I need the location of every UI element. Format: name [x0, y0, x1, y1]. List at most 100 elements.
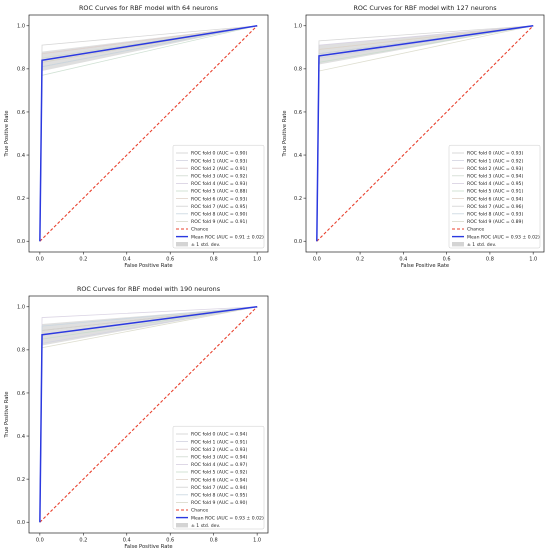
- roc-chart-190-svg: ROC Curves for RBF model with 190 neuron…: [4, 285, 269, 550]
- x-tick-label: 0.0: [313, 257, 321, 263]
- legend-entry: Mean ROC (AUC = 0.93 ± 0.02): [467, 234, 540, 240]
- legend-entry: Mean ROC (AUC = 0.91 ± 0.02): [191, 234, 264, 240]
- x-axis-label: False Positive Rate: [124, 263, 172, 269]
- legend-entry: ROC fold 1 (AUC = 0.93): [191, 158, 247, 164]
- y-tick-label: 1.0: [17, 305, 25, 311]
- x-tick-label: 0.8: [210, 538, 218, 544]
- mean-roc-line: [39, 306, 258, 523]
- mean-roc-line: [316, 25, 534, 242]
- x-tick-label: 0.8: [486, 257, 494, 263]
- y-tick-label: 1.0: [294, 24, 302, 30]
- x-tick-label: 0.6: [166, 257, 174, 263]
- legend-entry: ROC fold 8 (AUC = 0.95): [191, 493, 247, 499]
- legend-entry: ROC fold 6 (AUC = 0.94): [467, 196, 523, 202]
- legend-entry: ROC fold 3 (AUC = 0.94): [467, 174, 523, 180]
- legend-entry: ROC fold 7 (AUC = 0.96): [467, 204, 523, 210]
- y-axis-label: True Positive Rate: [4, 391, 10, 438]
- chart-title: ROC Curves for RBF model with 190 neuron…: [77, 285, 221, 293]
- y-tick-label: 0.6: [17, 110, 25, 116]
- legend-entry: ROC fold 2 (AUC = 0.91): [191, 166, 247, 172]
- legend-entry: ROC fold 5 (AUC = 0.92): [191, 470, 247, 476]
- x-tick-label: 0.4: [123, 538, 131, 544]
- x-tick-label: 1.0: [253, 257, 261, 263]
- y-tick-label: 0.2: [294, 196, 302, 202]
- y-tick-label: 0.6: [17, 391, 25, 397]
- x-tick-label: 0.2: [79, 538, 87, 544]
- legend-std-swatch: [176, 523, 188, 528]
- chart-title: ROC Curves for RBF model with 127 neuron…: [353, 4, 497, 12]
- legend-entry: Mean ROC (AUC = 0.93 ± 0.02): [191, 515, 264, 521]
- x-tick-label: 1.0: [253, 538, 261, 544]
- plot-frame: [28, 295, 269, 534]
- x-tick-label: 0.8: [210, 257, 218, 263]
- legend-entry: ROC fold 1 (AUC = 0.91): [191, 439, 247, 445]
- legend-entry: Chance: [191, 227, 208, 233]
- legend-entry: ROC fold 0 (AUC = 0.94): [191, 432, 247, 438]
- legend-entry: Chance: [467, 227, 484, 233]
- legend-entry: ROC fold 9 (AUC = 0.89): [467, 219, 523, 225]
- y-axis-label: True Positive Rate: [4, 110, 10, 157]
- y-tick-label: 0.8: [17, 67, 25, 73]
- legend-entry: ROC fold 7 (AUC = 0.95): [191, 204, 247, 210]
- x-axis-label: False Positive Rate: [124, 544, 172, 550]
- legend-entry: ± 1 std. dev.: [467, 242, 496, 248]
- legend-box: [172, 425, 265, 530]
- x-tick-label: 0.2: [356, 257, 364, 263]
- y-tick-label: 0.0: [17, 239, 25, 245]
- chance-line: [316, 25, 534, 242]
- legend-entry: ROC fold 3 (AUC = 0.94): [191, 455, 247, 461]
- legend-box: [448, 144, 541, 249]
- y-tick-label: 0.8: [294, 67, 302, 73]
- legend-entry: ROC fold 8 (AUC = 0.93): [467, 212, 523, 218]
- x-tick-label: 0.4: [399, 257, 407, 263]
- legend-box: [172, 144, 265, 249]
- x-tick-label: 0.4: [123, 257, 131, 263]
- x-tick-label: 0.6: [443, 257, 451, 263]
- y-axis-label: True Positive Rate: [282, 110, 288, 157]
- roc-chart-64-svg: ROC Curves for RBF model with 64 neurons…: [4, 4, 269, 269]
- y-tick-label: 0.4: [294, 153, 302, 159]
- plot-frame: [305, 14, 545, 253]
- legend-entry: ROC fold 6 (AUC = 0.93): [191, 196, 247, 202]
- legend-entry: ROC fold 5 (AUC = 0.91): [467, 189, 523, 195]
- chart-title: ROC Curves for RBF model with 64 neurons: [79, 4, 219, 12]
- roc-chart-127-neurons: ROC Curves for RBF model with 127 neuron…: [278, 0, 550, 277]
- roc-chart-127-svg: ROC Curves for RBF model with 127 neuron…: [282, 4, 545, 269]
- y-tick-label: 0.0: [294, 239, 302, 245]
- legend-std-swatch: [452, 242, 464, 247]
- legend-entry: ROC fold 6 (AUC = 0.94): [191, 477, 247, 483]
- y-tick-label: 0.2: [17, 477, 25, 483]
- legend-entry: ROC fold 9 (AUC = 0.91): [191, 219, 247, 225]
- x-tick-label: 0.6: [166, 538, 174, 544]
- x-tick-label: 0.0: [36, 538, 44, 544]
- x-axis-label: False Positive Rate: [401, 263, 449, 269]
- mean-roc-line: [39, 25, 258, 242]
- plot-frame: [28, 14, 269, 253]
- legend-std-swatch: [176, 242, 188, 247]
- y-tick-label: 0.0: [17, 520, 25, 526]
- y-tick-label: 0.4: [17, 434, 25, 440]
- legend-entry: Chance: [191, 508, 208, 514]
- legend-entry: ROC fold 5 (AUC = 0.88): [191, 189, 247, 195]
- x-tick-label: 0.0: [36, 257, 44, 263]
- legend-entry: ROC fold 8 (AUC = 0.90): [191, 212, 247, 218]
- legend-entry: ± 1 std. dev.: [191, 242, 220, 248]
- x-tick-label: 0.2: [79, 257, 87, 263]
- legend-entry: ROC fold 2 (AUC = 0.93): [467, 166, 523, 172]
- y-tick-label: 1.0: [17, 24, 25, 30]
- chance-line: [39, 306, 258, 523]
- x-tick-label: 1.0: [529, 257, 537, 263]
- roc-chart-190-neurons: ROC Curves for RBF model with 190 neuron…: [0, 280, 275, 554]
- legend-entry: ROC fold 4 (AUC = 0.97): [191, 462, 247, 468]
- legend-entry: ROC fold 3 (AUC = 0.92): [191, 174, 247, 180]
- legend-entry: ROC fold 0 (AUC = 0.93): [467, 151, 523, 157]
- chance-line: [39, 25, 258, 242]
- legend-entry: ROC fold 4 (AUC = 0.95): [467, 181, 523, 187]
- legend-entry: ROC fold 9 (AUC = 0.90): [191, 500, 247, 506]
- legend-entry: ROC fold 4 (AUC = 0.93): [191, 181, 247, 187]
- legend-entry: ROC fold 0 (AUC = 0.90): [191, 151, 247, 157]
- y-tick-label: 0.2: [17, 196, 25, 202]
- y-tick-label: 0.4: [17, 153, 25, 159]
- y-tick-label: 0.8: [17, 348, 25, 354]
- legend-entry: ROC fold 7 (AUC = 0.94): [191, 485, 247, 491]
